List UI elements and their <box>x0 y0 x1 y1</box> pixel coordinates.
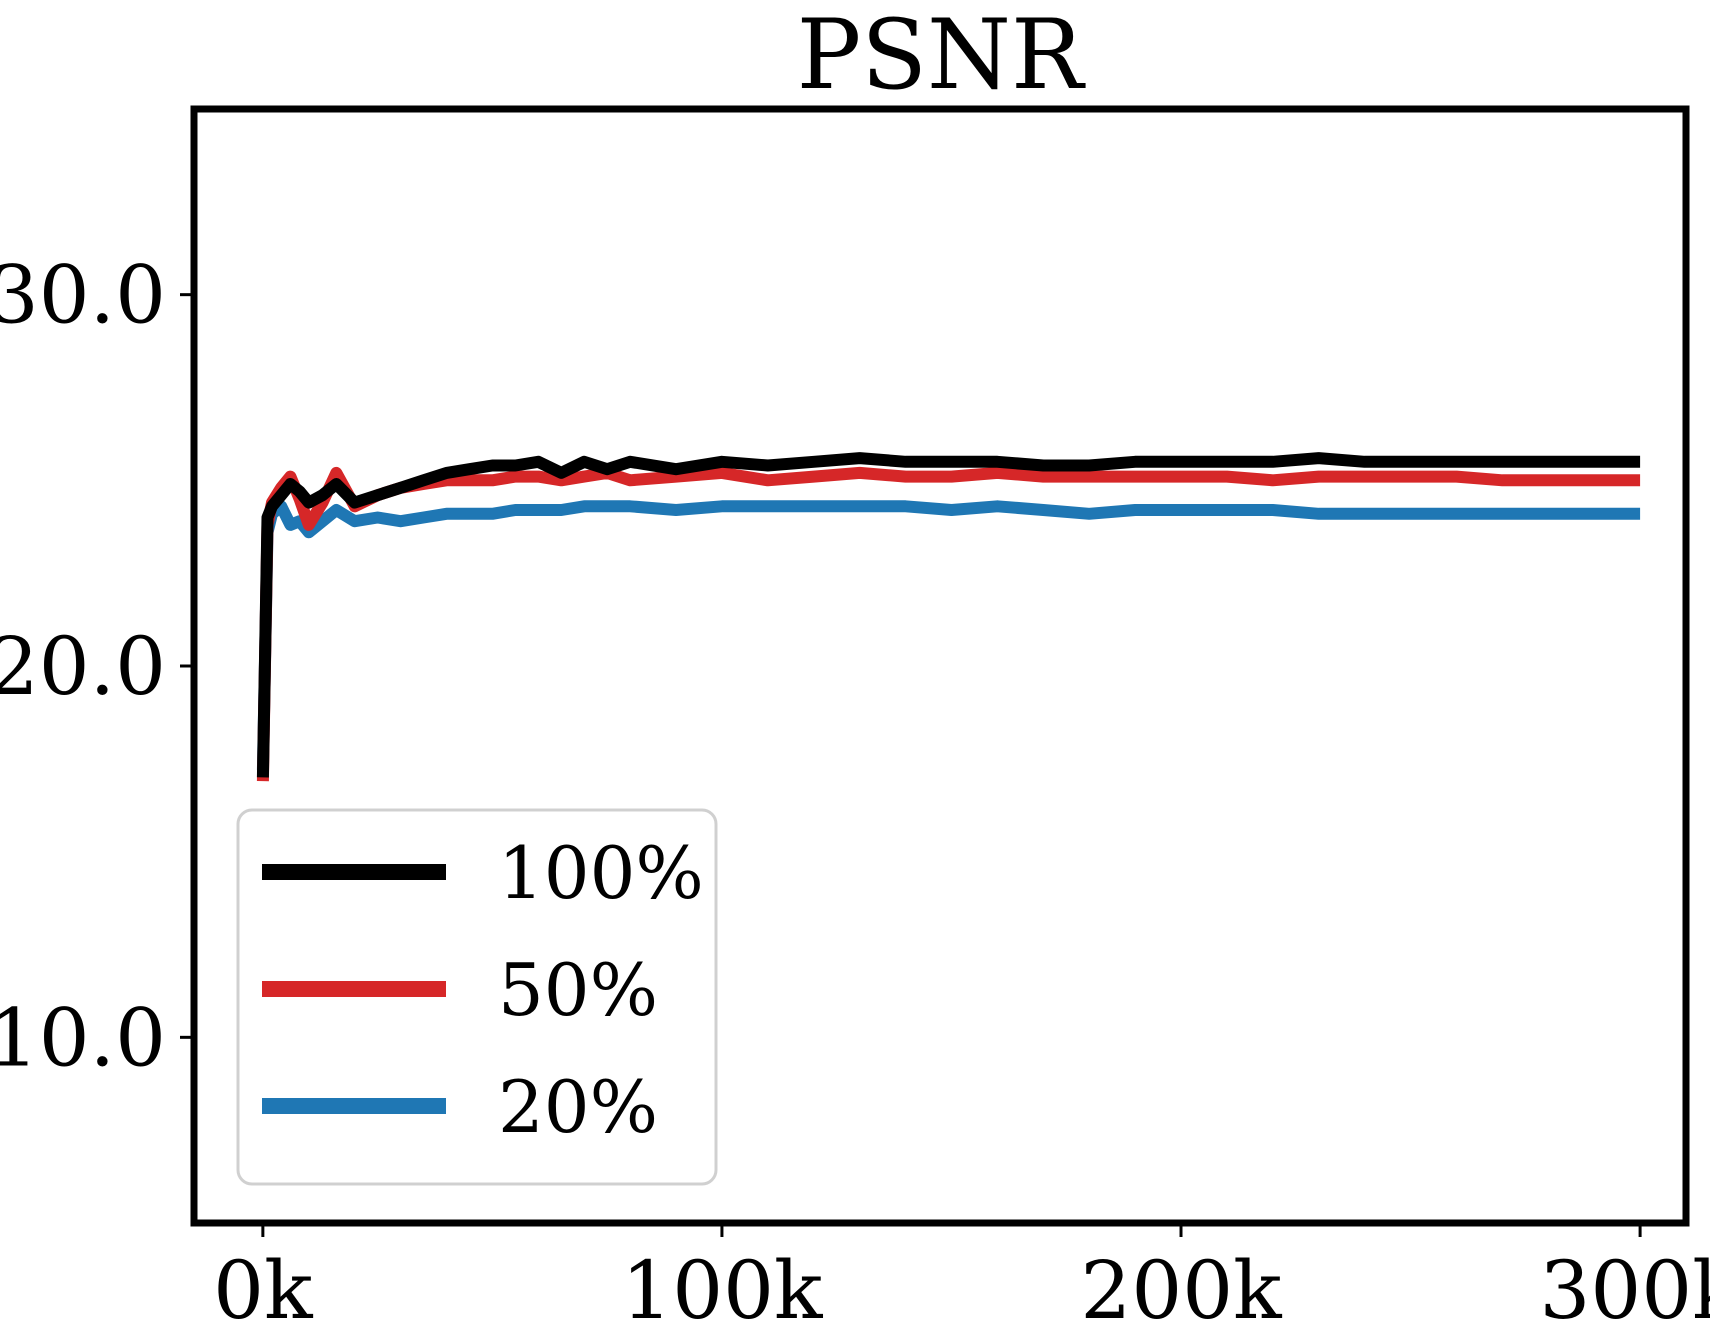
y-tick-label: 20.0 <box>0 620 166 713</box>
series-line-100pct <box>256 452 1641 778</box>
x-tick-label: 300k <box>1540 1244 1710 1337</box>
y-tick-label: 10.0 <box>0 991 166 1084</box>
x-tick-label: 200k <box>1080 1244 1283 1337</box>
x-tick-label: 100k <box>621 1244 824 1337</box>
legend: 100% 50% 20% <box>236 808 718 1186</box>
axis-ticks: 0k 100k 200k 300k 10.0 20.0 30.0 <box>0 249 1710 1337</box>
series-lines <box>256 452 1641 782</box>
legend-label: 50% <box>498 948 658 1032</box>
chart-title: PSNR <box>797 0 1086 111</box>
plot-frame <box>190 105 1690 1227</box>
legend-label: 100% <box>498 831 704 915</box>
legend-box <box>236 808 718 1186</box>
y-tick-label: 30.0 <box>0 249 166 342</box>
series-line-20pct <box>256 500 1641 771</box>
legend-label: 20% <box>498 1065 658 1149</box>
x-tick-label: 0k <box>213 1244 314 1337</box>
